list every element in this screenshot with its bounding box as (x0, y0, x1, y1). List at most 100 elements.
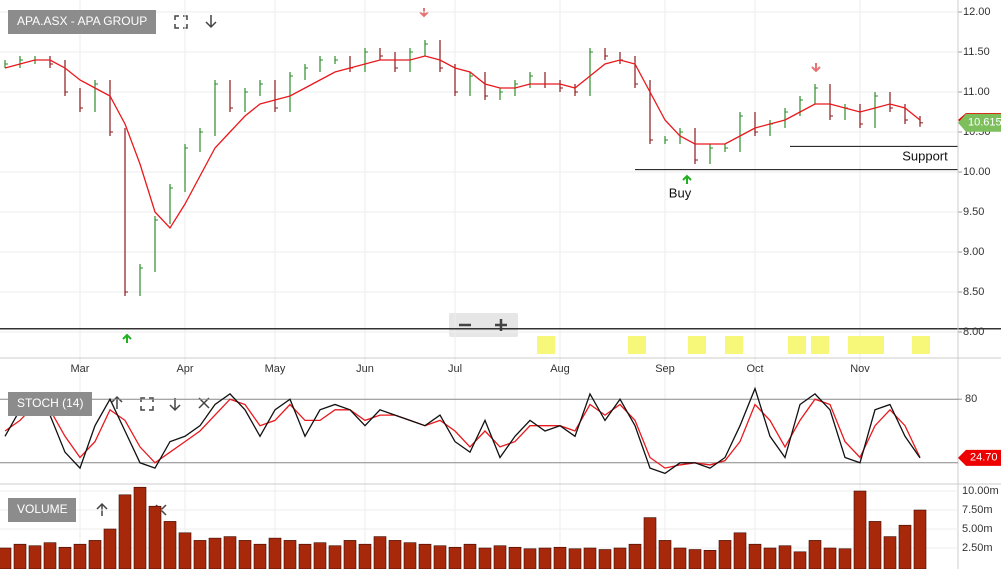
down-icon[interactable] (169, 398, 181, 412)
arrows (122, 8, 821, 343)
volume-bar (643, 517, 657, 569)
buy-arrow (122, 333, 132, 343)
volume-bar (778, 545, 792, 569)
volume-bar (118, 494, 132, 569)
y-tick-label: 9.50 (963, 206, 984, 218)
value-label: 24.70 (970, 452, 998, 464)
x-tick-label: Mar (71, 363, 90, 375)
volume-bar (58, 546, 72, 569)
volume-bar (838, 548, 852, 569)
volume-bar (148, 505, 162, 569)
volume-bar (433, 545, 447, 569)
volume-bar (133, 486, 147, 569)
volume-bar (913, 509, 927, 569)
volume-bar (448, 546, 462, 569)
note-marker (848, 336, 866, 354)
volume-bar (853, 490, 867, 569)
volume-bar (523, 548, 537, 569)
volume-bar (103, 528, 117, 569)
x-tick-label: May (265, 363, 286, 375)
down-icon[interactable] (205, 15, 217, 29)
volume-bar (298, 543, 312, 569)
note-marker (688, 336, 706, 354)
volume-bar (478, 547, 492, 569)
volume-bar (313, 542, 327, 569)
y-tick-label: 80 (965, 393, 977, 405)
volume-bar (703, 549, 717, 569)
note-marker (725, 336, 743, 354)
note-marker (628, 336, 646, 354)
y-tick-label: 5.00m (962, 523, 993, 535)
moving-average (4, 55, 921, 230)
volume-bar (463, 543, 477, 569)
panel-title: APA.ASX - APA GROUP (17, 14, 147, 28)
panel-title-box (8, 10, 156, 34)
volume-bar (403, 542, 417, 569)
x-tick-label: Apr (176, 363, 193, 375)
volume-bar (628, 543, 642, 569)
volume-bar (13, 543, 27, 569)
x-tick-label: Sep (655, 363, 675, 375)
expand-icon[interactable] (140, 397, 154, 411)
x-tick-label: Nov (850, 363, 870, 375)
zoom-control[interactable] (449, 313, 518, 337)
value-tag (958, 449, 1001, 466)
volume-bar (493, 545, 507, 569)
volume-bar (868, 521, 882, 569)
volume-bar (673, 547, 687, 569)
volume-bar (283, 540, 297, 569)
volume-bar (538, 547, 552, 569)
volume-bar (883, 536, 897, 569)
volume-bar (28, 545, 42, 569)
x-tick-label: Jun (356, 363, 374, 375)
volume-bar (73, 543, 87, 569)
y-tick-label: 8.00 (963, 326, 984, 338)
last-price-tag (958, 113, 1001, 132)
x-tick-label: Jul (448, 363, 462, 375)
stoch-line (4, 386, 921, 475)
volume-bar (163, 521, 177, 569)
volume-bar (748, 543, 762, 569)
volume-bar (178, 532, 192, 569)
volume-bar (43, 542, 57, 569)
x-tick-label: Oct (746, 363, 763, 375)
expand-icon[interactable] (174, 15, 188, 29)
volume-bar (598, 549, 612, 569)
volume-bar (358, 543, 372, 569)
y-tick-label: 10.00m (962, 485, 999, 497)
volume-bar (898, 524, 912, 569)
volume-bar (373, 536, 387, 569)
y-tick-label: 10.00 (963, 166, 991, 178)
volume-bar (328, 545, 342, 569)
volume-bar (193, 540, 207, 569)
y-tick-label: 7.50m (962, 504, 993, 516)
volume-bar (613, 547, 627, 569)
sell-arrow (811, 63, 821, 73)
volume-bar (418, 543, 432, 569)
panel-title-box (8, 498, 76, 522)
y-tick-label: 11.50 (963, 46, 990, 58)
volume-bar (253, 543, 267, 569)
volume-bar (733, 532, 747, 569)
volume-bar (823, 547, 837, 569)
x-tick-label: Aug (550, 363, 570, 375)
volume-bar (268, 537, 282, 569)
volume-bar (88, 540, 102, 569)
volume-bar (763, 547, 777, 569)
note-marker (811, 336, 829, 354)
note-marker (912, 336, 930, 354)
volume-bar (0, 547, 12, 569)
note-marker (866, 336, 884, 354)
annotation: Support (902, 148, 948, 163)
buy-arrow (682, 174, 692, 184)
volume-bar (568, 548, 582, 569)
volume-bar (223, 536, 237, 569)
volume-bar (343, 540, 357, 569)
volume-bar (658, 540, 672, 569)
volume-bar (583, 547, 597, 569)
volume-bar (238, 540, 252, 569)
annotation: Buy (669, 185, 692, 200)
panel-title-box (8, 392, 92, 416)
panel-title: STOCH (14) (17, 396, 83, 410)
